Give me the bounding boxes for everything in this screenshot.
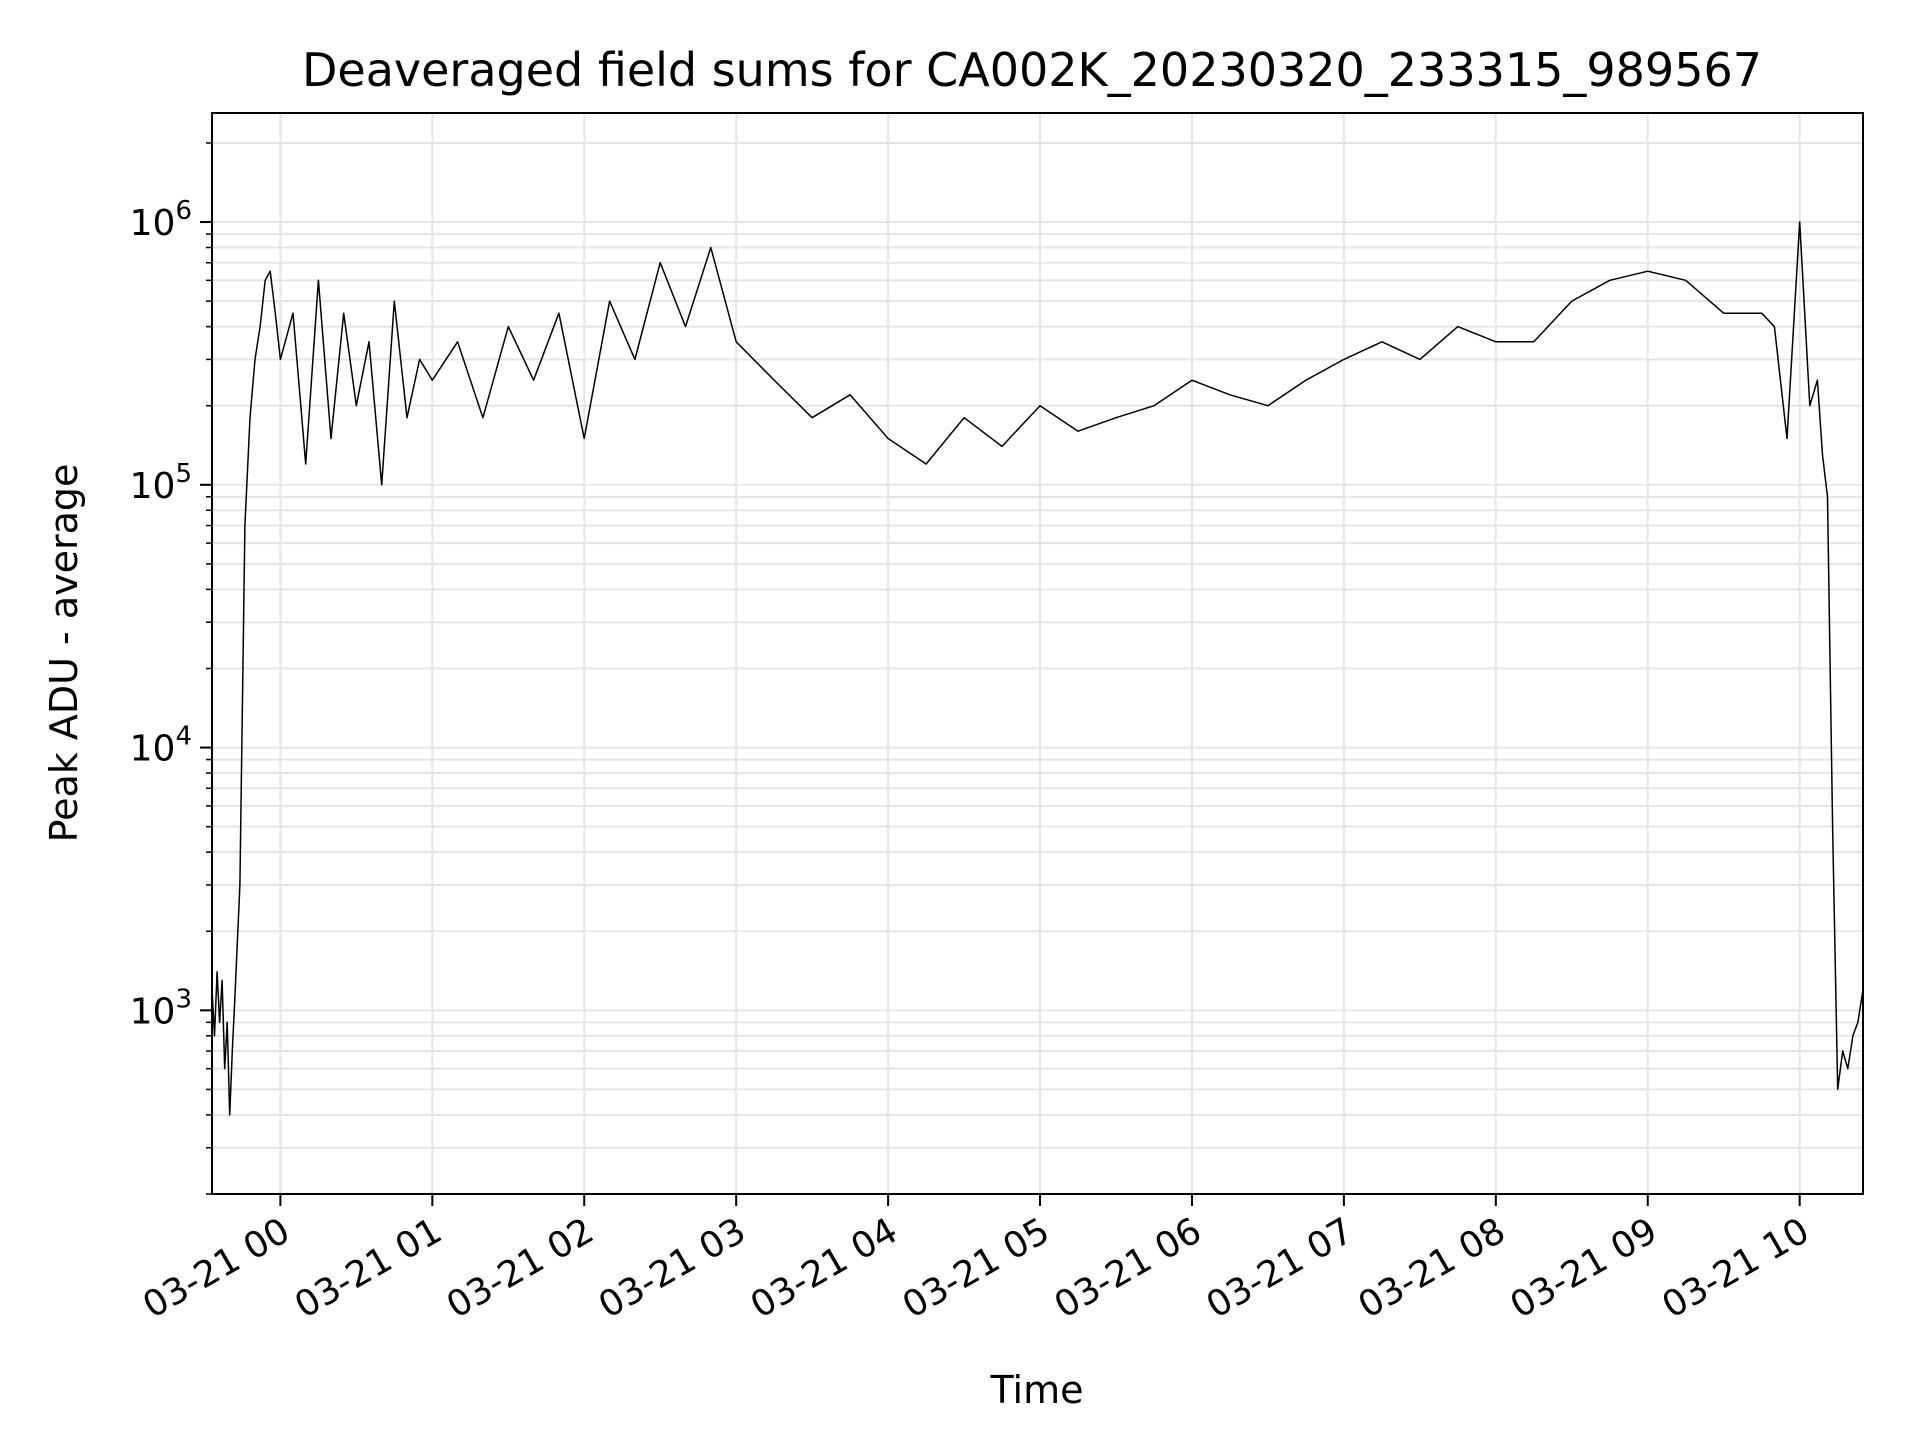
y-tick-base: 10 (130, 466, 176, 507)
y-tick-label: 105 (130, 459, 192, 507)
y-tick-label: 104 (130, 722, 192, 770)
chart-title: Deaveraged field sums for CA002K_2023032… (302, 43, 1762, 97)
y-tick-base: 10 (130, 991, 176, 1032)
y-tick-exponent: 5 (175, 459, 192, 489)
y-axis-label: Peak ADU - average (42, 464, 86, 843)
x-axis-label: Time (990, 1368, 1084, 1412)
series-line-0 (211, 221, 1864, 1116)
y-tick-exponent: 3 (175, 984, 192, 1014)
y-tick-label: 106 (130, 196, 192, 244)
series-lines (211, 221, 1864, 1116)
y-tick-exponent: 6 (175, 196, 192, 226)
grid-lines (212, 113, 1863, 1195)
y-tick-base: 10 (130, 729, 176, 770)
y-tick-base: 10 (130, 203, 176, 244)
plot-frame (211, 112, 1864, 1195)
y-tick-label: 103 (130, 984, 192, 1032)
y-tick-exponent: 4 (175, 722, 192, 752)
